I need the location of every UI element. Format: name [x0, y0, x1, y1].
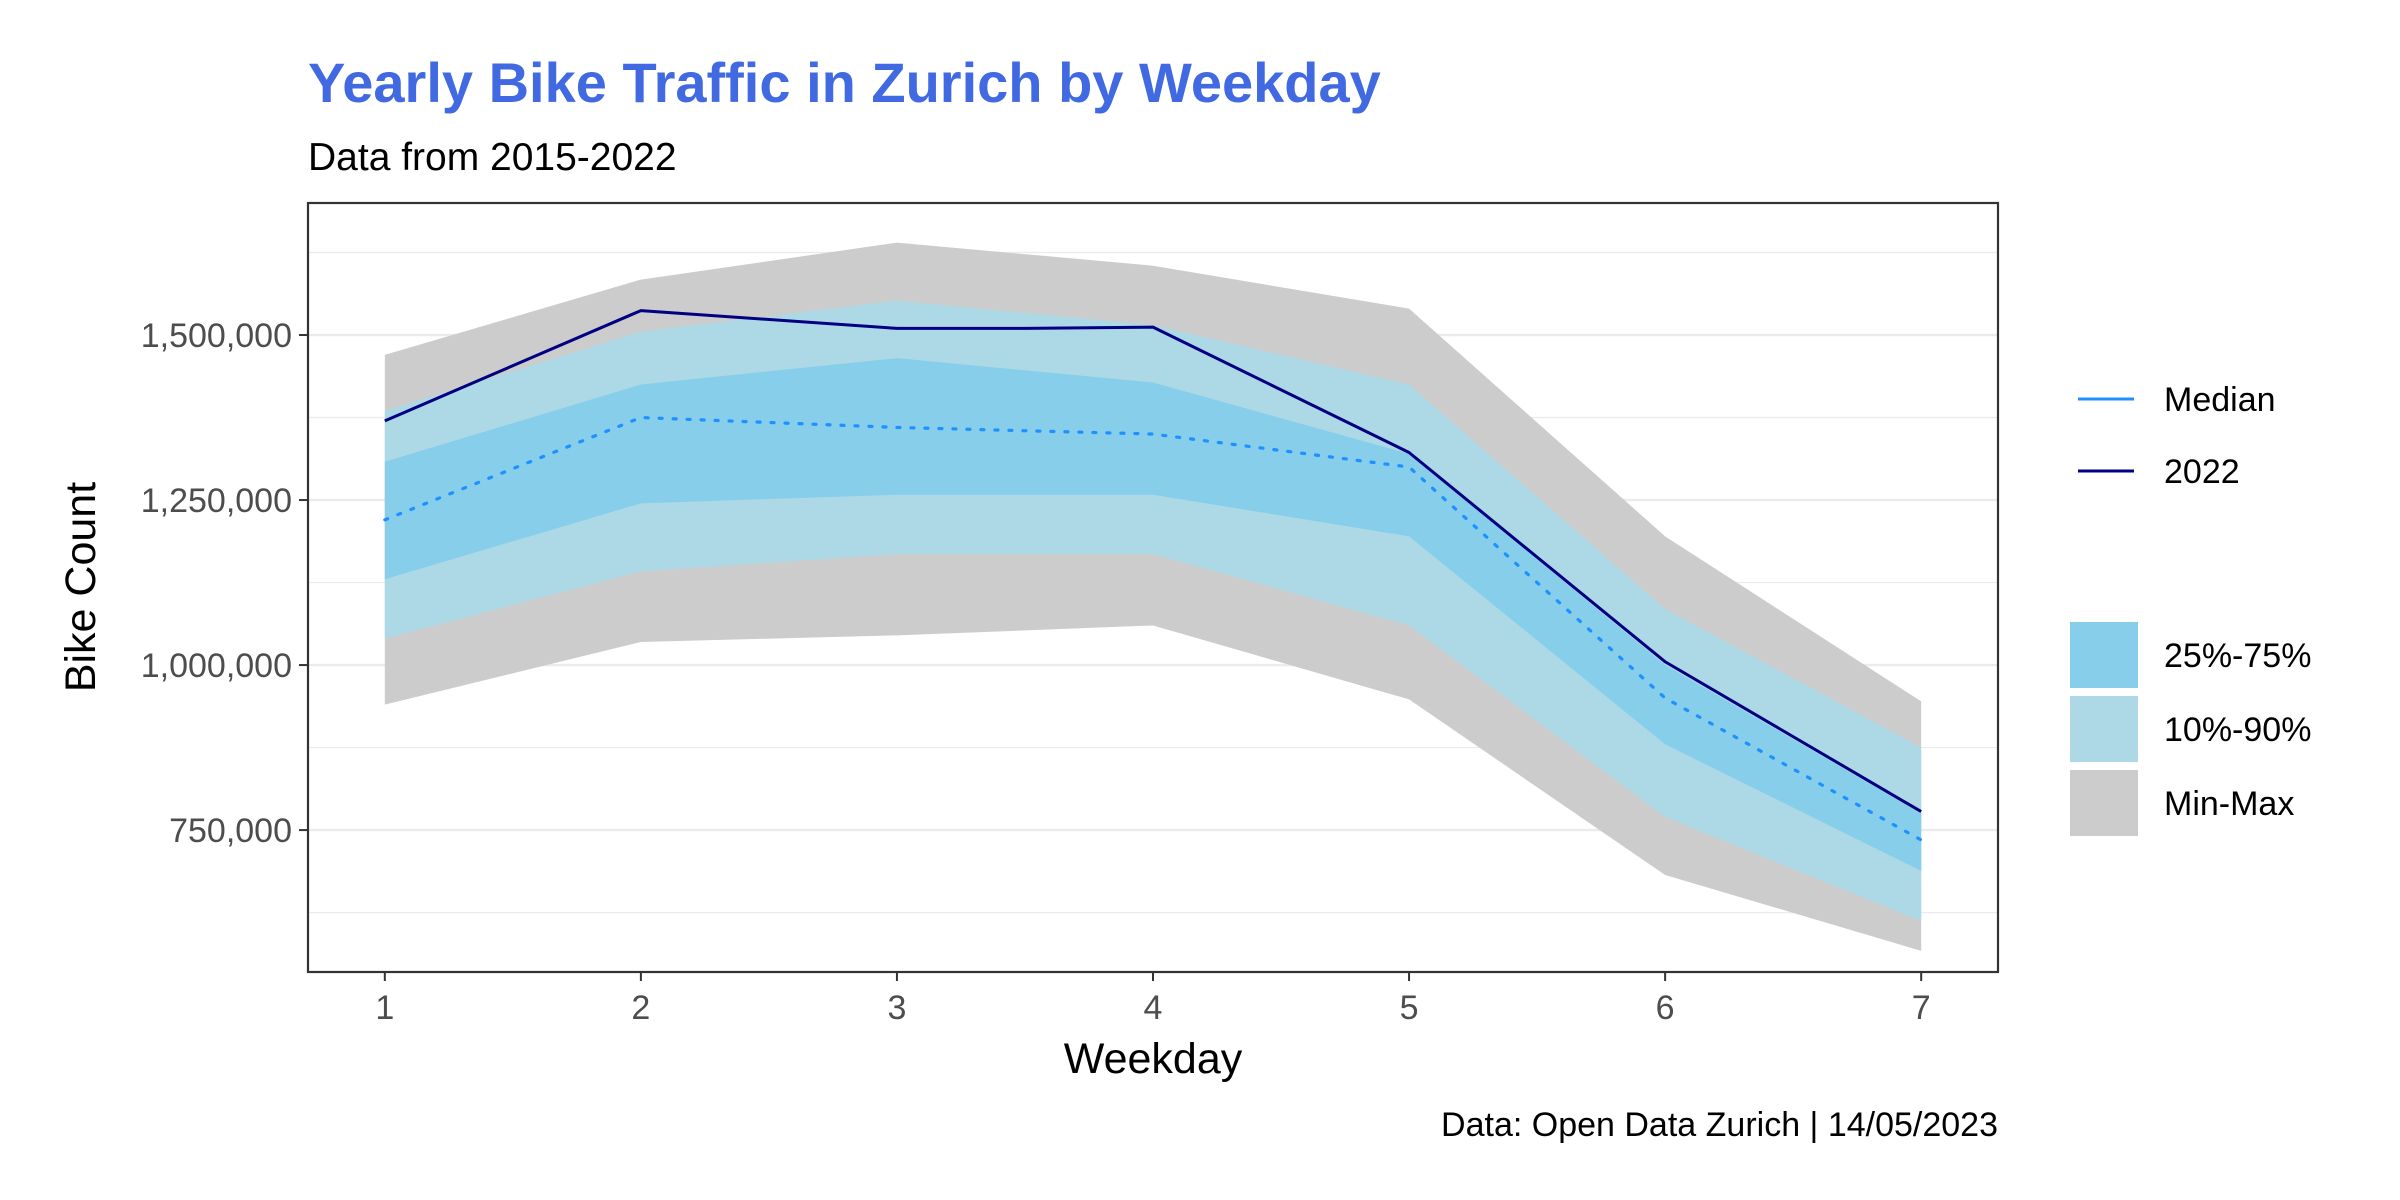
- legend-label: Median: [2164, 381, 2276, 419]
- legend-label: 25%-75%: [2164, 637, 2311, 675]
- x-tick-label: 2: [631, 989, 650, 1027]
- y-tick-label: 1,000,000: [141, 647, 292, 685]
- legend-key-min-max: [2070, 770, 2138, 836]
- band-areas: [384, 242, 1922, 951]
- axes: 750,000 1,000,000 1,250,000 1,500,000 1 2 3 4 5 6…: [141, 317, 1931, 1027]
- y-tick-label: 1,500,000: [141, 317, 292, 355]
- chart-title: Yearly Bike Traffic in Zurich by Weekday: [308, 51, 1381, 114]
- legend-label: 10%-90%: [2164, 711, 2311, 749]
- legend-label: Min-Max: [2164, 785, 2294, 823]
- chart-caption: Data: Open Data Zurich | 14/05/2023: [1441, 1106, 1998, 1144]
- y-axis-title: Bike Count: [57, 482, 105, 692]
- series-lines: [383, 309, 1923, 842]
- series-line-median: [383, 415, 1923, 842]
- x-tick-label: 5: [1400, 989, 1419, 1027]
- x-tick-label: 4: [1144, 989, 1163, 1027]
- legend: Median 2022 25%-75% 10%-90% Min-Max: [2070, 381, 2311, 836]
- x-tick-label: 1: [375, 989, 394, 1027]
- y-tick-label: 750,000: [169, 812, 292, 850]
- band-25-75-: [384, 358, 1922, 872]
- x-tick-label: 3: [887, 989, 906, 1027]
- legend-key-10-90-: [2070, 696, 2138, 762]
- legend-label: 2022: [2164, 453, 2240, 491]
- x-tick-label: 7: [1912, 989, 1931, 1027]
- series-line-2022: [384, 309, 1922, 813]
- x-tick-label: 6: [1656, 989, 1675, 1027]
- legend-key-25-75-: [2070, 622, 2138, 688]
- x-axis-title: Weekday: [1064, 1035, 1243, 1083]
- chart-subtitle: Data from 2015-2022: [308, 136, 677, 179]
- y-tick-label: 1,250,000: [141, 482, 292, 520]
